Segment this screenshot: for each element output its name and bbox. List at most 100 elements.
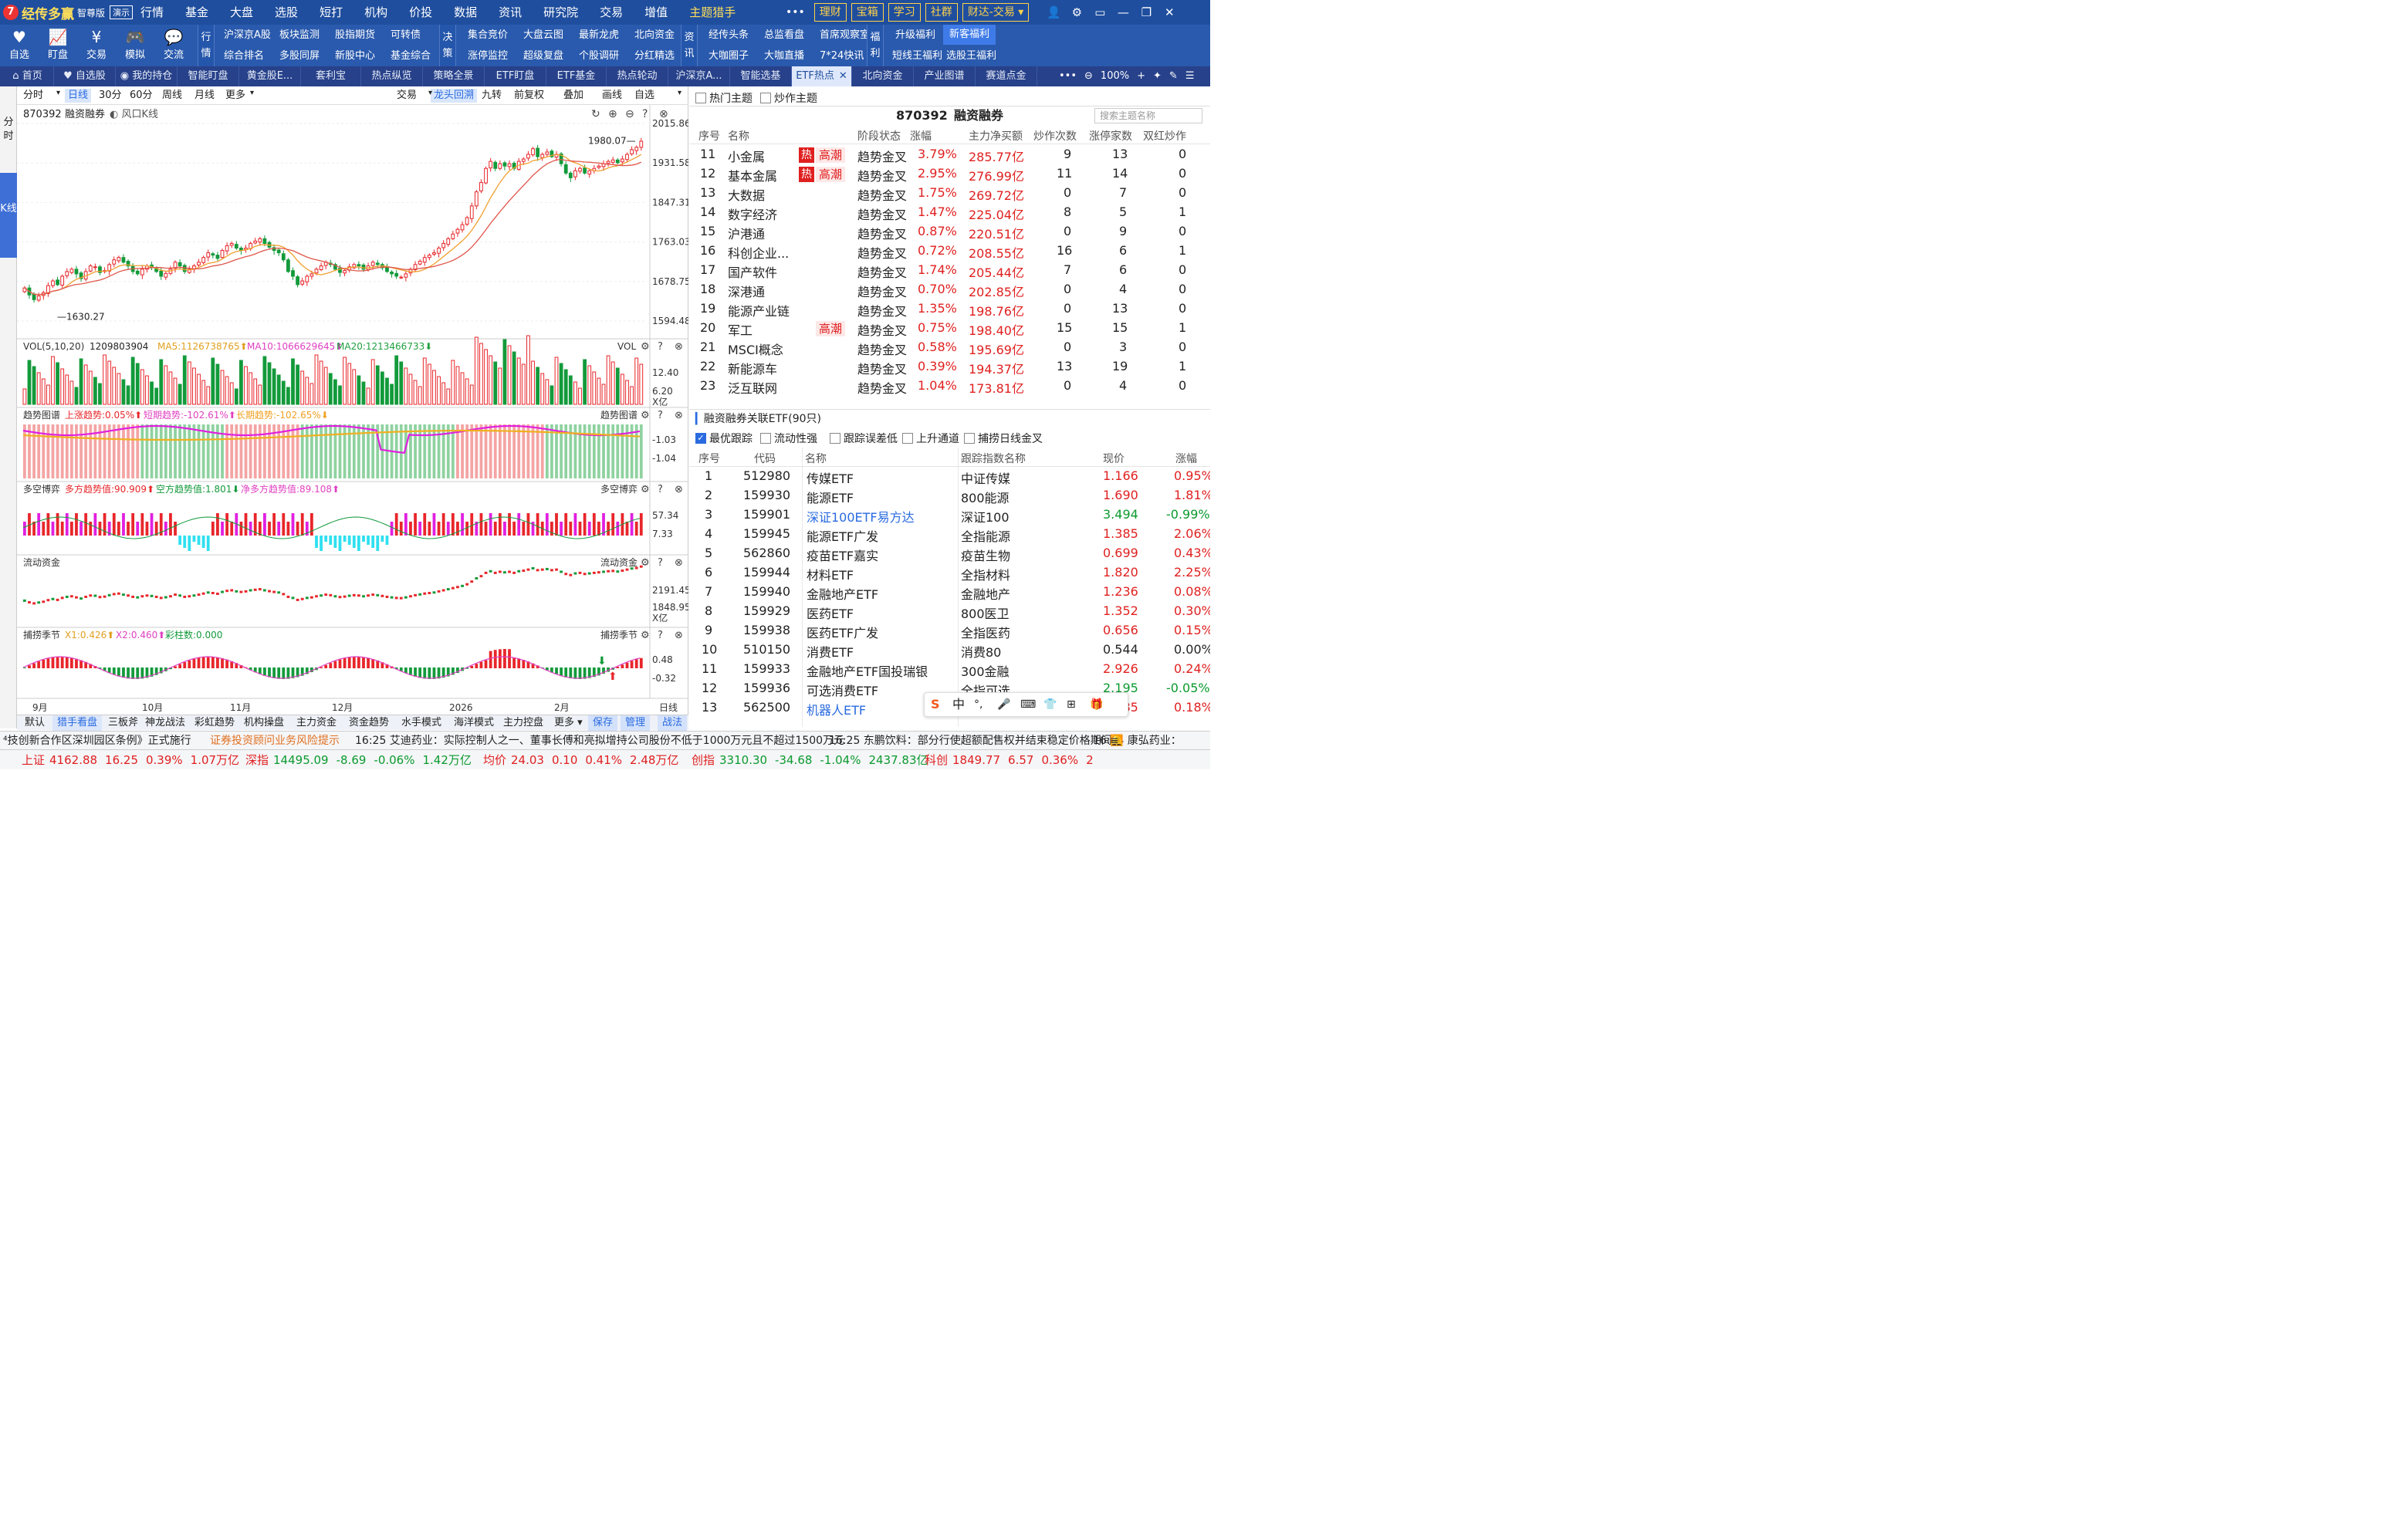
toolbar-link[interactable]: 新客福利	[943, 25, 996, 45]
help-icon[interactable]: ?	[642, 108, 648, 120]
mic-icon[interactable]: 🎤	[997, 698, 1011, 711]
toolbar-button[interactable]: 💬 交流	[156, 26, 191, 63]
toolbar-button[interactable]: 🎮 模拟	[117, 26, 153, 63]
etf-header-cell[interactable]: 涨幅	[1175, 453, 1197, 465]
restore-icon[interactable]: ❐	[1141, 5, 1152, 19]
zoom-out-icon[interactable]: ⊖	[1084, 70, 1093, 82]
user-icon[interactable]: 👤	[1046, 5, 1061, 19]
etf-filter-checkbox[interactable]: 跟踪误差低	[830, 431, 898, 446]
theme-header-cell[interactable]: 涨幅	[910, 130, 932, 143]
toolbar-link[interactable]: 股指期货	[335, 29, 376, 41]
index-quote[interactable]: 深指 14495.09 -8.69 -0.06% 1.42万亿	[245, 750, 479, 770]
theme-row[interactable]: 12 基本金属 热高潮 趋势金叉 2.95% 276.99亿 11 14 0	[689, 164, 1210, 184]
etf-row[interactable]: 4 159945 能源ETF广发 全指能源 1.385 2.06%	[689, 525, 1210, 544]
indicator-tab[interactable]: 海洋模式	[454, 717, 495, 728]
tab-item[interactable]: 黄金股E...	[239, 66, 301, 86]
tab-item[interactable]: ◉ 我的持仓	[116, 66, 178, 86]
toolbar-link[interactable]: 新股中心	[335, 50, 376, 62]
menu-item[interactable]: 增值	[644, 5, 668, 19]
toolbar-link[interactable]: 可转债	[391, 29, 421, 41]
help-icon[interactable]: ?	[658, 630, 663, 641]
etf-filter-checkbox[interactable]: ✓ 最优跟踪	[695, 431, 752, 446]
index-quote[interactable]: 均价 24.03 0.10 0.41% 2.48万亿	[483, 750, 686, 770]
prev-icon[interactable]: ⏪	[1110, 735, 1124, 747]
skin-icon[interactable]: 👕	[1043, 698, 1057, 711]
etf-filter-checkbox[interactable]: 上升通道	[902, 431, 959, 446]
toolbar-link[interactable]: 经传头条	[709, 29, 749, 41]
dropdown-icon[interactable]: ▾	[678, 89, 682, 97]
indicator-tab[interactable]: 主力资金	[296, 717, 337, 728]
top-button[interactable]: 理财	[813, 3, 847, 22]
next-icon[interactable]: ⏩	[1110, 735, 1124, 747]
ime-logo-icon[interactable]: S	[931, 697, 940, 711]
etf-filter-checkbox[interactable]: 捕捞日线金叉	[964, 431, 1043, 446]
indicator-tab[interactable]: 水手模式	[401, 717, 442, 728]
period-button[interactable]: 30分	[99, 90, 122, 101]
indicator-tab[interactable]: 资金趋势	[349, 717, 390, 728]
dropdown-icon[interactable]: ▾	[250, 89, 255, 97]
etf-header-cell[interactable]: 序号	[698, 453, 720, 465]
toolbar-link[interactable]: 板块监测	[279, 29, 320, 41]
help-icon[interactable]: ?	[658, 484, 663, 495]
etf-name[interactable]: 深证100ETF易方达	[807, 510, 915, 525]
chart-tool-button[interactable]: 画线	[602, 90, 623, 101]
menu-item[interactable]: 主题猎手	[689, 5, 736, 19]
keyboard-icon[interactable]: ⌨	[1020, 698, 1037, 711]
news-ticker[interactable]: ⁴技创新合作区深圳园区条例》正式施行 证券投资顾问业务风险提示 16:25 艾迪药业…	[0, 731, 1210, 749]
gear-icon[interactable]: ⚙	[641, 630, 650, 641]
period-button[interactable]: 日线	[65, 89, 92, 103]
news-item[interactable]: ⁴技创新合作区深圳园区条例》正式施行	[3, 735, 191, 747]
close-icon[interactable]: ⊗	[675, 557, 683, 569]
menu-item[interactable]: 基金	[185, 5, 209, 19]
etf-row[interactable]: 2 159930 能源ETF 800能源 1.690 1.81%	[689, 486, 1210, 505]
theme-row[interactable]: 16 科创企业... 趋势金叉 0.72% 208.55亿 16 6 1	[689, 242, 1210, 261]
tab-item[interactable]: 赛道点金	[976, 66, 1037, 86]
toolbar-link[interactable]: 分红精选	[634, 50, 675, 62]
menu-item[interactable]: 研究院	[543, 5, 579, 19]
chart-tool-button[interactable]: 叠加	[563, 90, 584, 101]
toolbar-link[interactable]: 大咖圈子	[709, 50, 749, 62]
tab-item[interactable]: 策略全景	[423, 66, 485, 86]
indicator-tab[interactable]: 三板斧	[108, 717, 139, 728]
toolbar-button[interactable]: ¥ 交易	[79, 26, 114, 63]
kline-chart[interactable]: 870392 融资融券 ◐ 风口K线 ↻ ⊕ ⊖? ⊗2015.861931.581847.…	[17, 105, 688, 715]
tab-item[interactable]: 热点轮动	[607, 66, 668, 86]
toolbar-link[interactable]: 超级复盘	[523, 50, 564, 62]
side-kline[interactable]: K线	[0, 173, 17, 258]
chart-tool-button[interactable]: 前复权	[514, 90, 545, 101]
tab-item[interactable]: 智能盯盘	[178, 66, 239, 86]
demo-badge[interactable]: 演示	[110, 5, 134, 19]
chart-tool-button[interactable]: 九转	[482, 90, 502, 101]
tab-item[interactable]: 北向资金	[852, 66, 914, 86]
toolbar-button[interactable]: ♥ 自选	[2, 26, 37, 63]
kline-mode[interactable]: ◐ 风口K线	[110, 109, 158, 120]
menu-item[interactable]: 短打	[320, 5, 343, 19]
tab-item[interactable]: ⌂ 首页	[2, 66, 54, 86]
tab-more-icon[interactable]: •••	[1059, 70, 1077, 82]
checkbox-box[interactable]	[695, 93, 706, 103]
indicator-tab[interactable]: 机构操盘	[244, 717, 285, 728]
etf-row[interactable]: 5 562860 疫苗ETF嘉实 疫苗生物 0.699 0.43%	[689, 544, 1210, 563]
clipboard-icon[interactable]: 📋	[1110, 735, 1124, 747]
gear-icon[interactable]: ⚙	[641, 484, 650, 495]
tab-item[interactable]: ETF盯盘	[485, 66, 546, 86]
theme-header-cell[interactable]: 双红炒作	[1143, 130, 1186, 143]
minimize-icon[interactable]: —	[1117, 5, 1129, 19]
menu-item[interactable]: 交易	[600, 5, 624, 19]
toolbar-link[interactable]: 个股调研	[579, 50, 620, 62]
toolbar-link[interactable]: 升级福利	[895, 29, 936, 41]
toolbar-link[interactable]: 涨停监控	[468, 50, 509, 62]
menu-item[interactable]: 价投	[409, 5, 433, 19]
etf-row[interactable]: 8 159929 医药ETF 800医卫 1.352 0.30%	[689, 602, 1210, 621]
tab-item[interactable]: 产业图谱	[914, 66, 976, 86]
indicator-tab[interactable]: 管理	[621, 715, 651, 731]
etf-header-cell[interactable]: 代码	[754, 453, 776, 465]
help-icon[interactable]: ?	[658, 557, 663, 569]
toolbar-link[interactable]: 多股同屏	[279, 50, 320, 62]
menu-item[interactable]: 大盘	[230, 5, 254, 19]
close-icon[interactable]: ⊗	[675, 630, 683, 641]
top-button[interactable]: 财达-交易 ▾	[962, 3, 1030, 22]
theme-row[interactable]: 19 能源产业链 趋势金叉 1.35% 198.76亿 0 13 0	[689, 299, 1210, 319]
theme-row[interactable]: 15 沪港通 趋势金叉 0.87% 220.51亿 0 9 0	[689, 222, 1210, 242]
period-button[interactable]: 更多	[225, 90, 246, 101]
